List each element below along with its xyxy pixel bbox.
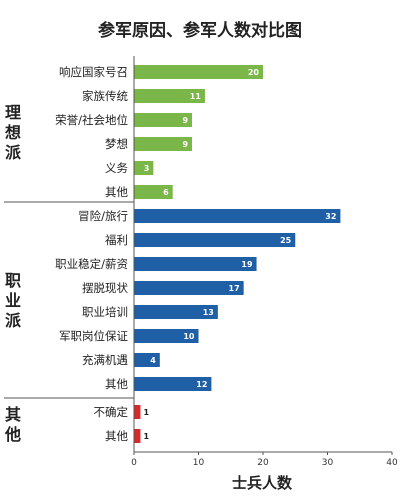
bar [134, 377, 212, 391]
x-axis-label: 士兵人数 [232, 474, 293, 492]
data-label: 17 [229, 284, 240, 293]
data-label: 1 [143, 408, 149, 417]
data-label: 1 [143, 432, 149, 441]
data-label: 6 [163, 188, 169, 197]
bar [134, 185, 173, 199]
category-label: 军职岗位保证 [59, 329, 128, 343]
x-tick-label: 20 [257, 458, 269, 468]
category-label: 其他 [105, 185, 128, 199]
category-label: 摆脱现状 [82, 281, 128, 295]
bar [134, 429, 141, 443]
group-label: 职业派 [5, 271, 22, 330]
category-label: 不确定 [94, 405, 129, 419]
category-label: 梦想 [105, 137, 128, 151]
group-label: 其他 [4, 405, 21, 444]
bar [134, 405, 141, 419]
category-labels-layer: 响应国家号召家族传统荣誉/社会地位梦想义务其他冒险/旅行福利职业稳定/薪资摆脱现… [55, 65, 128, 443]
data-label: 13 [203, 308, 214, 317]
category-label: 冒险/旅行 [78, 209, 128, 223]
data-label: 25 [280, 236, 292, 245]
category-label: 充满机遇 [82, 353, 128, 367]
category-label: 职业稳定/薪资 [55, 257, 128, 271]
chart-title: 参军原因、参军人数对比图 [98, 20, 302, 41]
data-label: 9 [182, 140, 188, 149]
bar [134, 353, 160, 367]
data-label: 11 [190, 92, 202, 101]
category-label: 其他 [105, 377, 128, 391]
x-tick-label: 0 [131, 458, 137, 468]
x-tick-label: 40 [386, 458, 398, 468]
data-label: 20 [248, 68, 260, 77]
x-axis: 0 10 20 30 40 [4, 56, 398, 468]
category-label: 家族传统 [82, 89, 128, 103]
bar [134, 209, 341, 223]
bar [134, 89, 205, 103]
category-label: 福利 [105, 233, 128, 247]
bar [134, 305, 218, 319]
group-label: 理想派 [4, 103, 22, 162]
bar [134, 329, 199, 343]
bar [134, 65, 263, 79]
data-label: 10 [183, 332, 195, 341]
category-label: 其他 [105, 429, 128, 443]
category-label: 响应国家号召 [59, 65, 128, 79]
bar [134, 281, 244, 295]
data-label: 19 [241, 260, 253, 269]
category-label: 职业培训 [82, 305, 128, 319]
data-label: 4 [150, 356, 156, 365]
bar [134, 257, 257, 271]
x-tick-label: 10 [193, 458, 205, 468]
category-label: 荣誉/社会地位 [55, 113, 128, 127]
data-label: 12 [196, 380, 207, 389]
data-label: 3 [144, 164, 150, 173]
x-tick-label: 30 [322, 458, 334, 468]
bar [134, 113, 193, 127]
data-label: 9 [182, 116, 188, 125]
category-label: 义务 [105, 161, 128, 175]
bar [134, 137, 193, 151]
bar [134, 161, 154, 175]
data-label: 32 [325, 212, 336, 221]
bar [134, 233, 296, 247]
